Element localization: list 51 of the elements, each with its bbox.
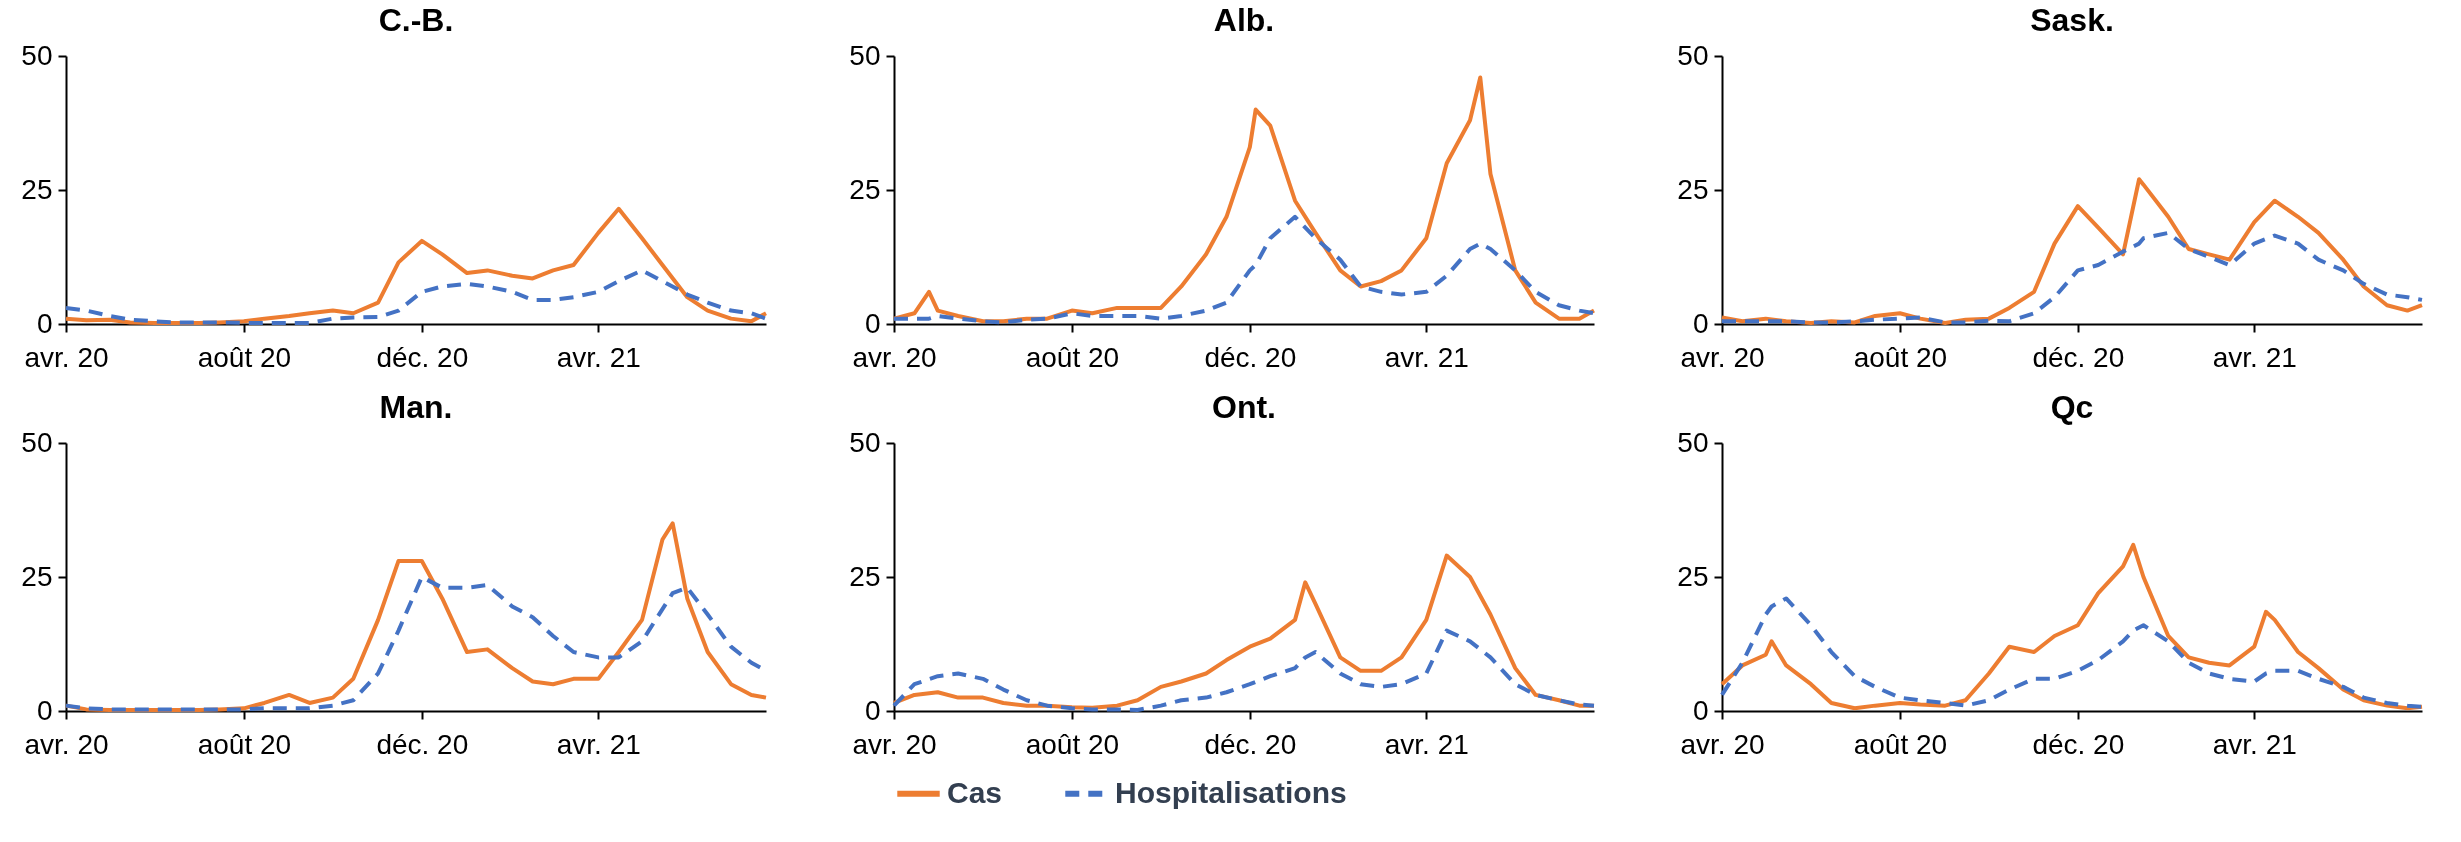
y-tick-label: 25 (849, 173, 881, 205)
chart-title: Sask. (2030, 2, 2114, 38)
x-tick-label: avr. 20 (852, 728, 937, 760)
y-tick-label: 25 (21, 560, 53, 592)
x-tick-label: avr. 21 (556, 341, 641, 373)
y-tick-label: 0 (864, 694, 881, 726)
chart-title: Qc (2050, 389, 2094, 425)
x-tick-label: avr. 20 (1680, 728, 1765, 760)
chart-title: Ont. (1212, 389, 1276, 425)
y-tick-label: 25 (1677, 173, 1709, 205)
x-tick-label: déc. 20 (1204, 728, 1297, 760)
x-tick-label: avr. 20 (24, 341, 109, 373)
y-tick-label: 50 (1677, 39, 1709, 71)
y-tick-label: 0 (1692, 307, 1709, 339)
y-tick-label: 50 (1677, 426, 1709, 458)
y-tick-label: 50 (21, 426, 53, 458)
y-tick-label: 0 (864, 307, 881, 339)
y-tick-label: 50 (849, 39, 881, 71)
x-tick-label: avr. 21 (2212, 341, 2297, 373)
y-tick-label: 25 (849, 560, 881, 592)
x-tick-label: avr. 20 (24, 728, 109, 760)
x-tick-label: août 20 (1853, 728, 1948, 760)
x-tick-label: avr. 21 (1384, 341, 1469, 373)
x-tick-label: avr. 21 (2212, 728, 2297, 760)
y-tick-label: 50 (849, 426, 881, 458)
x-tick-label: avr. 21 (556, 728, 641, 760)
chart-title: Alb. (1213, 2, 1275, 38)
x-tick-label: août 20 (197, 728, 292, 760)
x-tick-label: août 20 (1025, 341, 1120, 373)
y-tick-label: 25 (1677, 560, 1709, 592)
y-tick-label: 0 (36, 694, 53, 726)
x-tick-label: déc. 20 (376, 341, 469, 373)
x-tick-label: déc. 20 (2032, 341, 2125, 373)
x-tick-label: août 20 (1853, 341, 1948, 373)
chart-title: C.-B. (378, 2, 454, 38)
y-tick-label: 0 (1692, 694, 1709, 726)
chart-title: Man. (379, 389, 453, 425)
x-tick-label: déc. 20 (2032, 728, 2125, 760)
legend-label: Hospitalisations (1115, 775, 1347, 809)
x-tick-label: août 20 (197, 341, 292, 373)
x-tick-label: avr. 20 (852, 341, 937, 373)
x-tick-label: avr. 21 (1384, 728, 1469, 760)
x-tick-label: août 20 (1025, 728, 1120, 760)
x-tick-label: avr. 20 (1680, 341, 1765, 373)
x-tick-label: déc. 20 (1204, 341, 1297, 373)
y-tick-label: 25 (21, 173, 53, 205)
y-tick-label: 0 (36, 307, 53, 339)
line-series (1720, 596, 2424, 709)
legend-label: Cas (947, 775, 1003, 809)
y-tick-label: 50 (21, 39, 53, 71)
x-tick-label: déc. 20 (376, 728, 469, 760)
